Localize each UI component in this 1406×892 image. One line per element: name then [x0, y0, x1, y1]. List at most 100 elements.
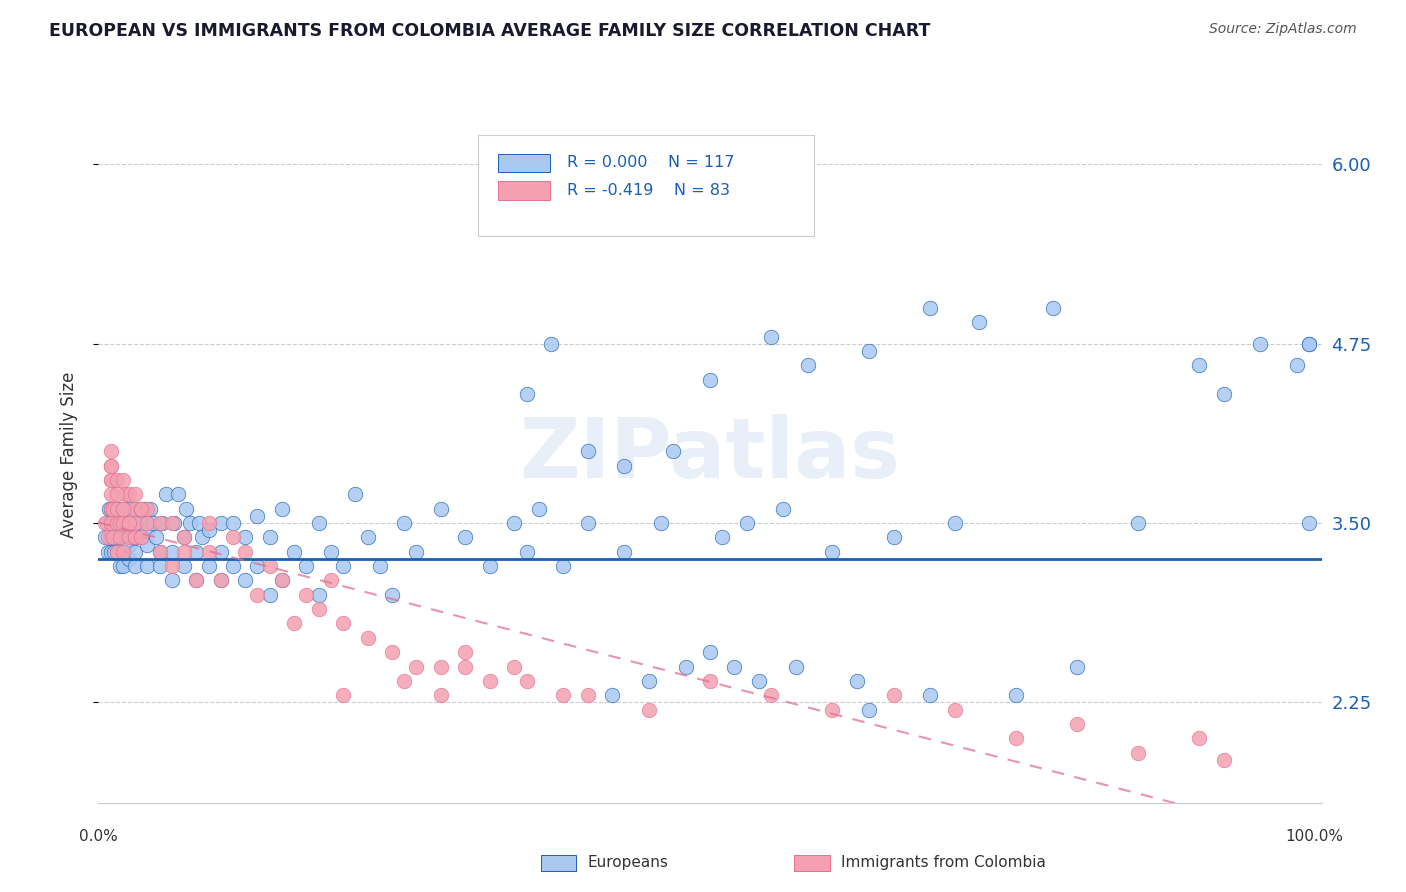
Point	[100, 487, 122, 501]
Point	[105, 501, 128, 516]
Point	[883, 530, 905, 544]
Point	[283, 616, 305, 631]
Point	[1298, 336, 1320, 351]
Point	[748, 673, 770, 688]
Point	[430, 688, 453, 702]
Point	[1188, 731, 1211, 746]
Point	[100, 473, 122, 487]
Point	[797, 358, 820, 372]
Point	[576, 516, 599, 530]
Point	[101, 530, 124, 544]
Point	[93, 530, 115, 544]
Point	[197, 516, 219, 530]
Point	[943, 516, 966, 530]
Point	[100, 501, 122, 516]
Point	[454, 659, 477, 673]
Text: 0.0%: 0.0%	[79, 830, 118, 844]
Point	[186, 545, 208, 559]
Point	[111, 501, 134, 516]
Text: ZIPatlas: ZIPatlas	[520, 415, 900, 495]
Point	[699, 645, 721, 659]
Point	[160, 516, 183, 530]
Point	[1249, 336, 1271, 351]
Point	[111, 516, 134, 530]
Point	[111, 501, 134, 516]
Point	[761, 688, 783, 702]
Point	[761, 329, 783, 343]
Point	[120, 501, 142, 516]
Point	[111, 530, 134, 544]
Point	[118, 523, 141, 537]
FancyBboxPatch shape	[478, 135, 814, 235]
Point	[100, 473, 122, 487]
Point	[110, 516, 132, 530]
Point	[100, 444, 122, 458]
Point	[100, 501, 122, 516]
Point	[160, 545, 183, 559]
FancyBboxPatch shape	[498, 181, 550, 200]
Point	[121, 530, 143, 544]
Point	[111, 545, 134, 559]
Point	[478, 673, 501, 688]
Point	[100, 545, 122, 559]
Point	[124, 530, 146, 544]
Text: R = -0.419    N = 83: R = -0.419 N = 83	[567, 183, 730, 198]
Point	[103, 545, 125, 559]
Point	[1066, 659, 1088, 673]
Point	[191, 530, 214, 544]
Point	[111, 516, 134, 530]
Point	[295, 588, 318, 602]
Text: Source: ZipAtlas.com: Source: ZipAtlas.com	[1209, 22, 1357, 37]
Point	[129, 530, 152, 544]
Point	[187, 516, 209, 530]
Point	[149, 545, 172, 559]
Point	[222, 516, 245, 530]
Point	[197, 523, 219, 537]
Point	[699, 673, 721, 688]
Point	[943, 702, 966, 716]
Point	[111, 545, 134, 559]
Point	[270, 574, 294, 588]
Point	[118, 530, 141, 544]
Point	[246, 559, 269, 574]
Point	[319, 574, 342, 588]
Point	[100, 523, 122, 537]
Point	[136, 523, 159, 537]
Point	[100, 458, 122, 473]
Point	[454, 530, 477, 544]
Point	[454, 645, 477, 659]
Point	[118, 516, 141, 530]
Point	[527, 501, 550, 516]
Point	[858, 702, 880, 716]
FancyBboxPatch shape	[498, 153, 550, 172]
Point	[967, 315, 990, 329]
Point	[503, 659, 526, 673]
Point	[233, 574, 256, 588]
Y-axis label: Average Family Size: Average Family Size	[59, 372, 77, 538]
Point	[1212, 387, 1234, 401]
Point	[405, 659, 427, 673]
Point	[197, 559, 219, 574]
Point	[920, 301, 942, 315]
Point	[735, 516, 758, 530]
Point	[105, 508, 128, 523]
Point	[1066, 717, 1088, 731]
Point	[209, 516, 232, 530]
Point	[1298, 336, 1320, 351]
Point	[209, 545, 232, 559]
Point	[101, 516, 124, 530]
Point	[186, 574, 208, 588]
Point	[110, 530, 132, 544]
Point	[600, 688, 623, 702]
Point	[478, 559, 501, 574]
Text: Europeans: Europeans	[588, 855, 669, 870]
Point	[150, 516, 173, 530]
Point	[100, 516, 122, 530]
Point	[98, 501, 121, 516]
Point	[1298, 516, 1320, 530]
Point	[105, 487, 128, 501]
Point	[295, 559, 318, 574]
Point	[145, 530, 167, 544]
Point	[118, 516, 141, 530]
Point	[845, 673, 868, 688]
